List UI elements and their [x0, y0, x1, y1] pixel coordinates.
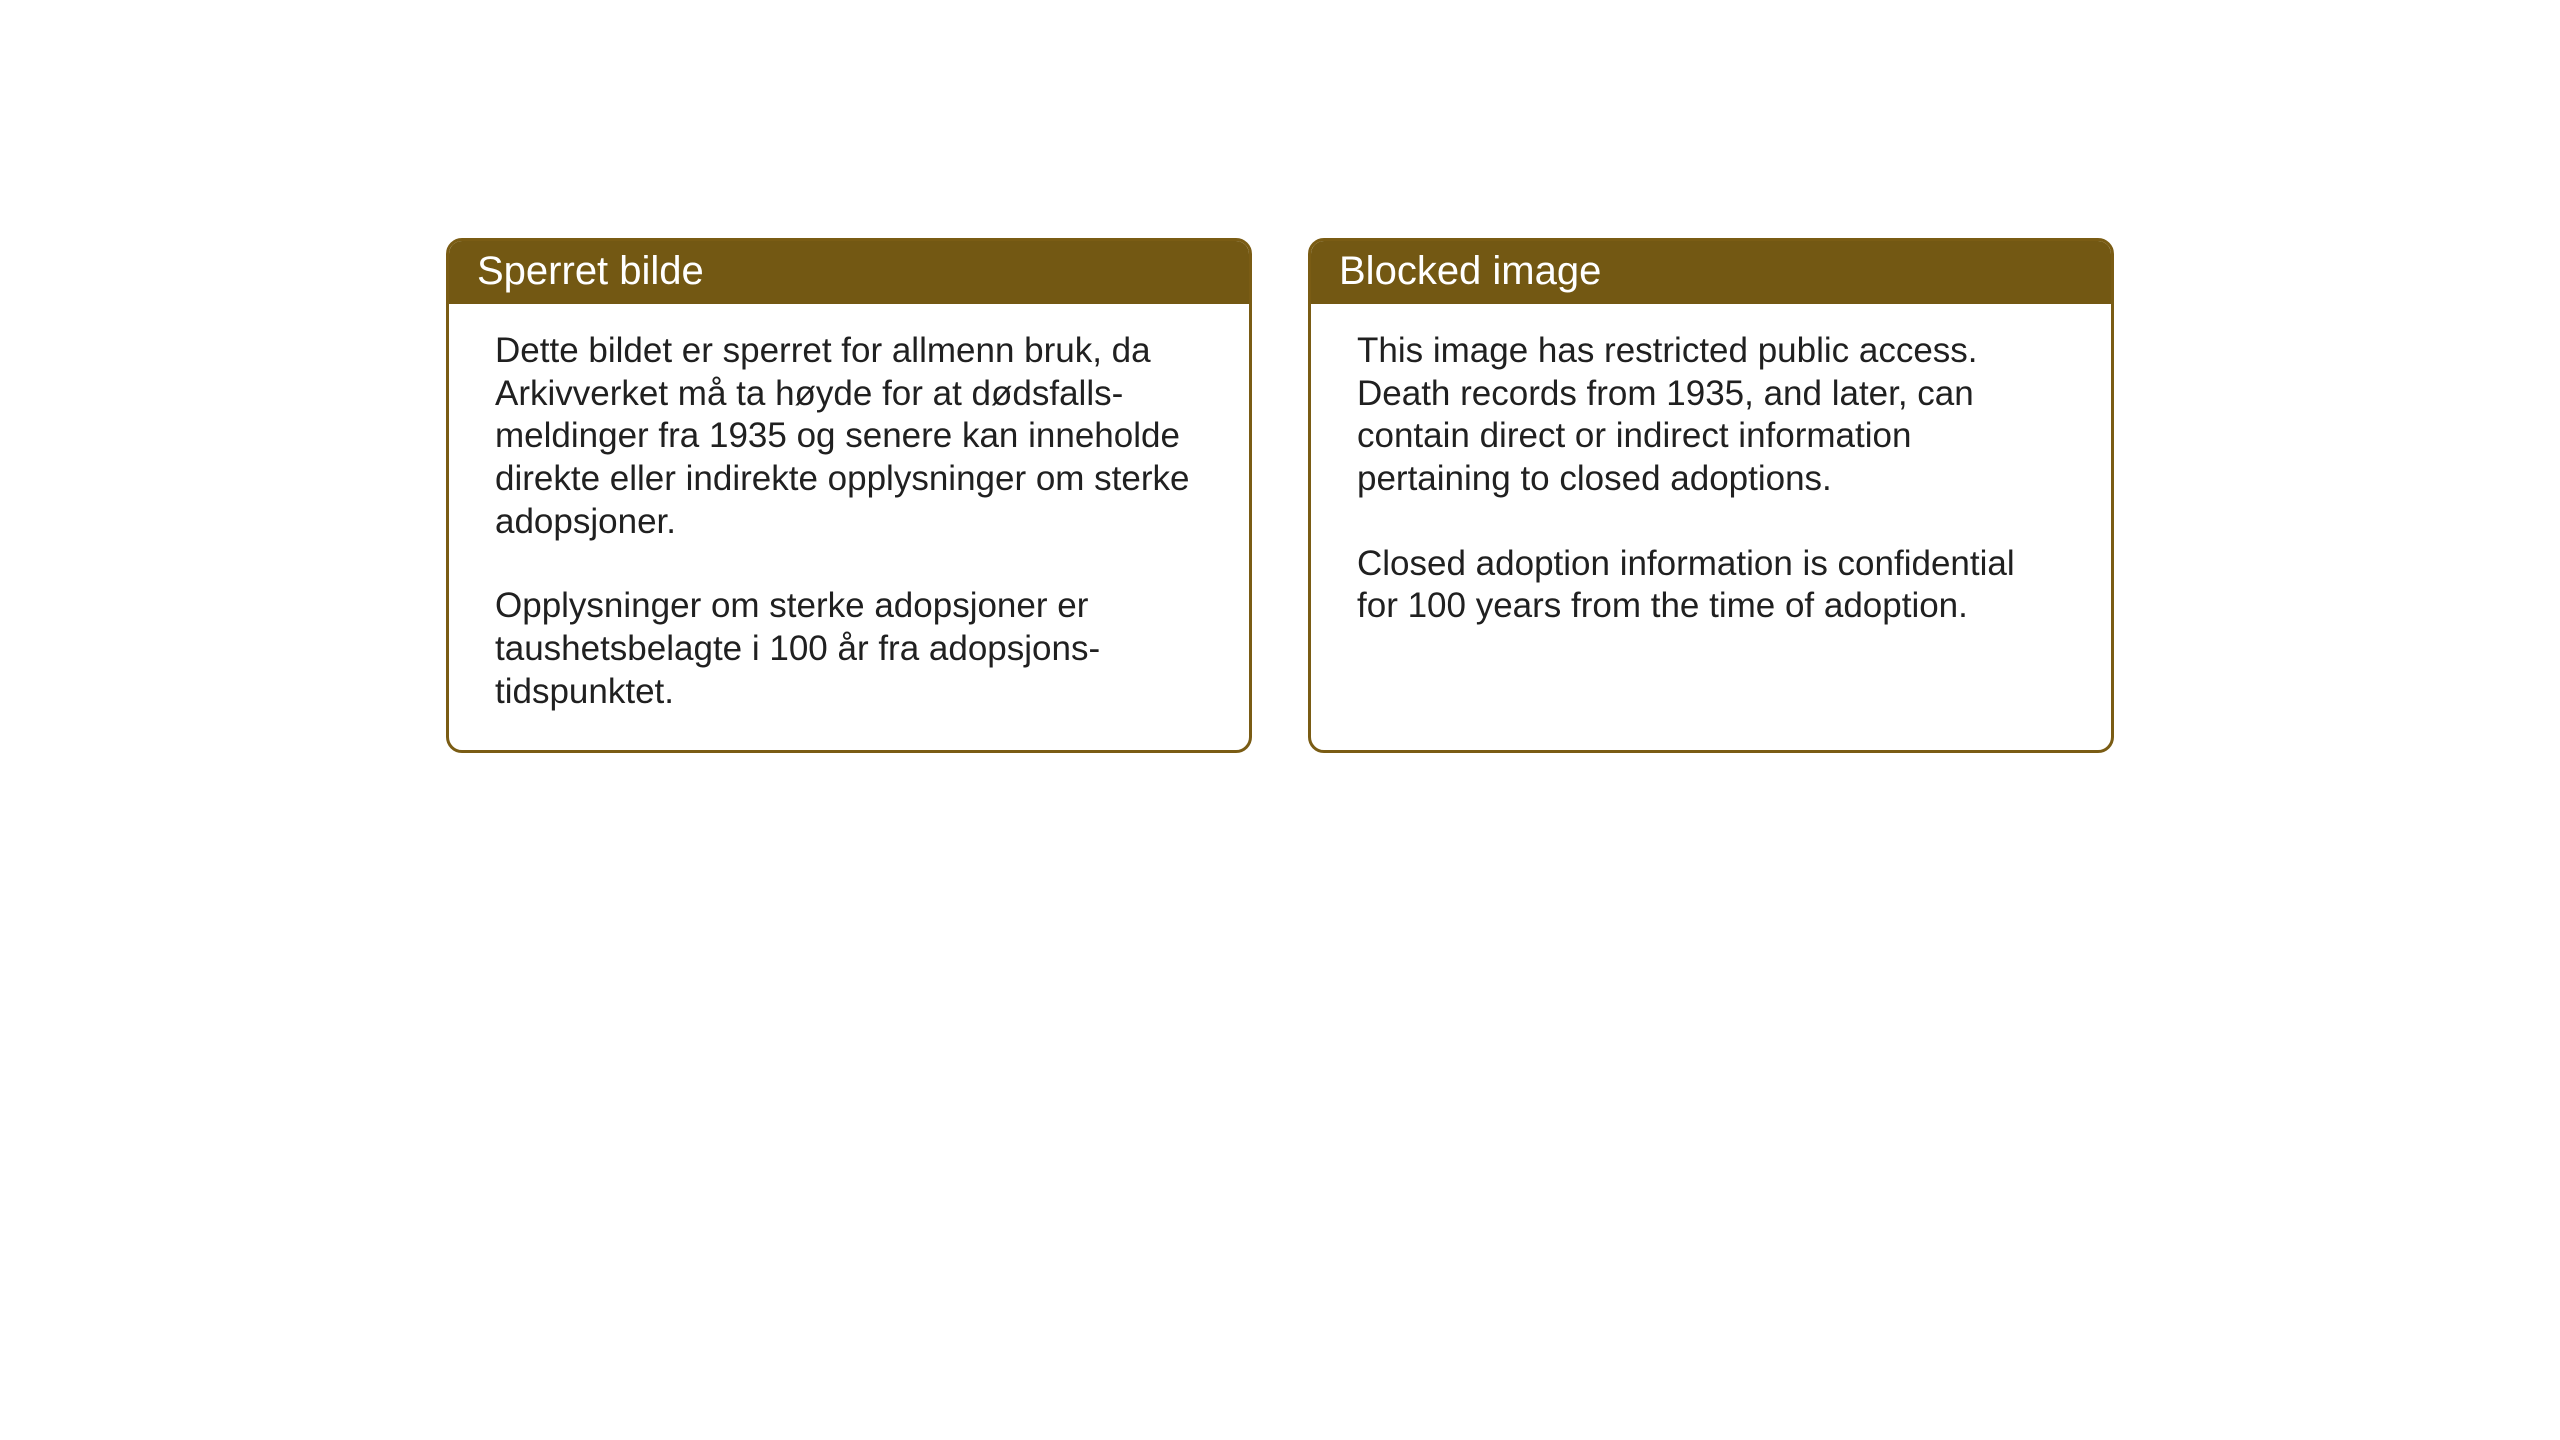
norwegian-paragraph-1: Dette bildet er sperret for allmenn bruk…: [495, 330, 1203, 543]
english-card: Blocked image This image has restricted …: [1308, 238, 2114, 753]
english-paragraph-2: Closed adoption information is confident…: [1357, 543, 2065, 628]
norwegian-card-body: Dette bildet er sperret for allmenn bruk…: [449, 304, 1249, 750]
norwegian-card: Sperret bilde Dette bildet er sperret fo…: [446, 238, 1252, 753]
english-card-title: Blocked image: [1311, 241, 2111, 304]
english-card-body: This image has restricted public access.…: [1311, 304, 2111, 664]
english-paragraph-1: This image has restricted public access.…: [1357, 330, 2065, 501]
notice-container: Sperret bilde Dette bildet er sperret fo…: [446, 238, 2114, 753]
norwegian-paragraph-2: Opplysninger om sterke adopsjoner er tau…: [495, 585, 1203, 713]
norwegian-card-title: Sperret bilde: [449, 241, 1249, 304]
